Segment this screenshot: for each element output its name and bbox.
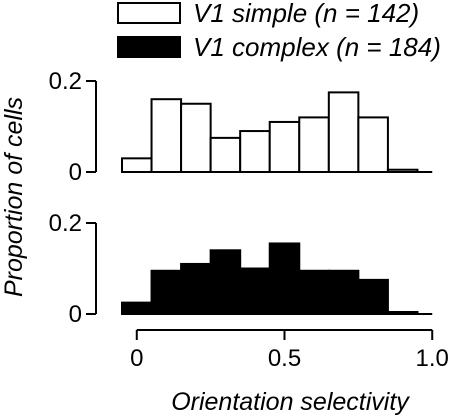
histogram-bar [239, 267, 271, 315]
histogram-bar [268, 242, 301, 316]
histogram-bar [386, 311, 419, 315]
legend-label-simple: V1 simple (n = 142) [193, 0, 419, 28]
legend-label-complex: V1 complex (n = 184) [193, 32, 441, 62]
y-tick-label: 0.2 [49, 68, 82, 95]
histogram-bar [209, 136, 242, 173]
histogram-bar [298, 116, 330, 173]
histogram-bar [180, 102, 212, 173]
y-axis-label: Proportion of cells [0, 97, 28, 297]
histogram-bar [239, 130, 271, 174]
histogram-bar [298, 269, 330, 315]
histogram-bar [209, 249, 242, 316]
y-tick-label: 0.2 [49, 210, 82, 237]
histogram-bar [121, 157, 153, 174]
histogram-bar [327, 91, 360, 173]
y-tick-label: 0 [69, 159, 82, 186]
legend-swatch-simple [117, 2, 181, 24]
histogram-bar [357, 116, 389, 173]
legend-swatch-complex [117, 36, 181, 58]
x-tick-label: 1.0 [416, 345, 449, 372]
x-tick-label: 0 [130, 345, 143, 372]
histogram-bar [121, 301, 153, 315]
y-tick-label: 0 [69, 301, 82, 328]
x-axis-label: Orientation selectivity [171, 388, 410, 416]
histogram-bar [327, 269, 360, 315]
histogram-bar [150, 269, 183, 315]
histogram-bar [357, 278, 389, 315]
legend: V1 simple (n = 142) V1 complex (n = 184) [117, 0, 441, 62]
x-tick-label: 0.5 [268, 345, 301, 372]
histogram-bar [386, 168, 419, 174]
histogram-bar [150, 98, 183, 173]
x-axis: 0 0.5 1.0 [130, 329, 449, 372]
panel-top: 00.2 [49, 68, 433, 186]
histogram-bar [180, 262, 212, 316]
histogram-bar [268, 120, 301, 173]
panel-bottom: 00.2 [49, 210, 433, 328]
